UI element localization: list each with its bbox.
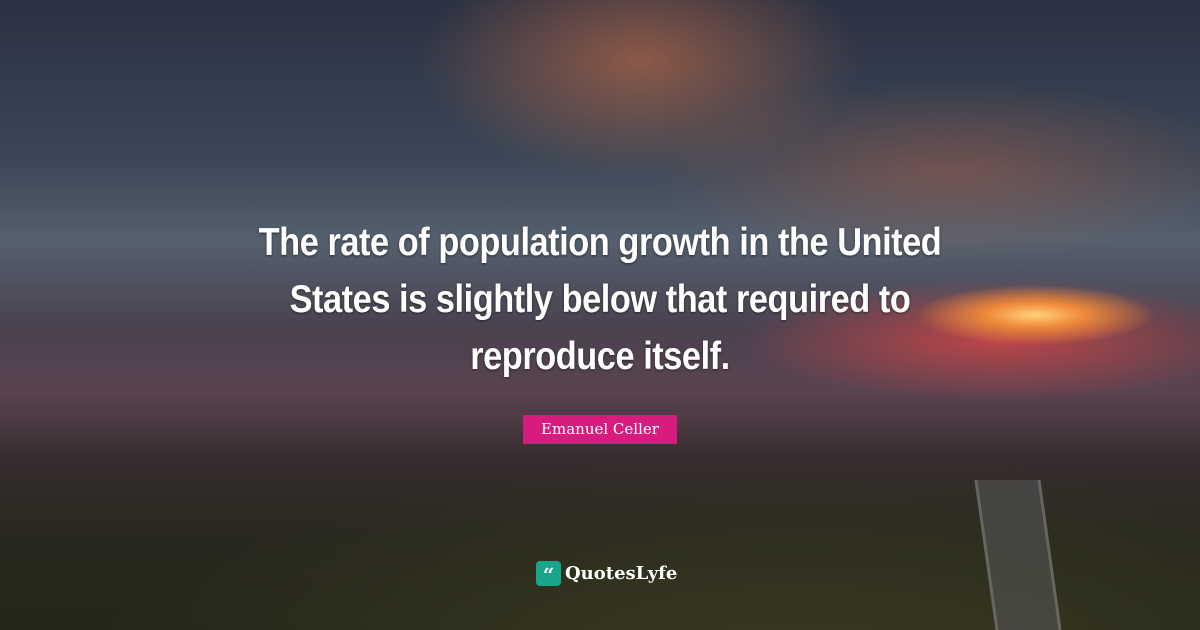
quote-text: The rate of population growth in the Uni… <box>258 221 942 378</box>
author-badge[interactable]: Emanuel Celler <box>523 415 677 444</box>
logo-text: QuotesLyfe <box>565 563 678 584</box>
quoteslyfe-logo[interactable]: “ QuotesLyfe <box>536 561 678 587</box>
quote-marks-icon: “ <box>536 561 561 587</box>
